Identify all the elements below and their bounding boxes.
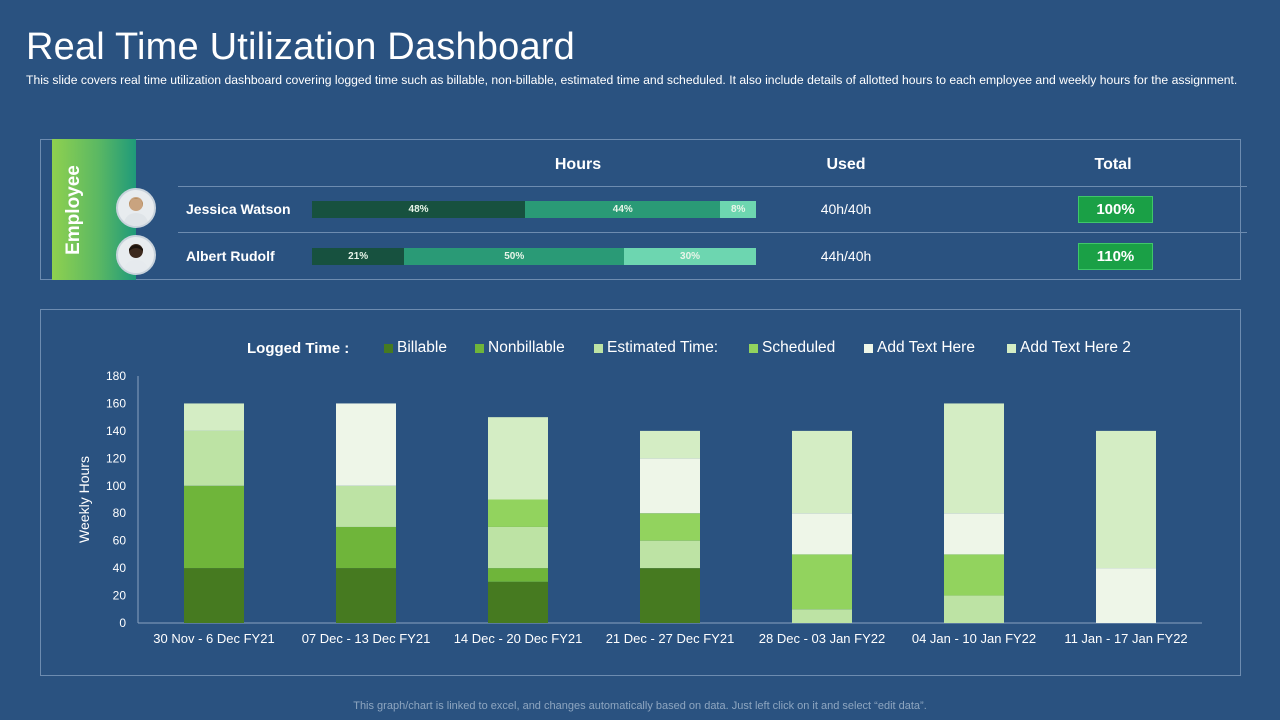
used-hours: 40h/40h bbox=[820, 201, 872, 217]
bar-segment bbox=[640, 458, 700, 514]
bar-segment bbox=[336, 526, 396, 569]
legend-item: Scheduled bbox=[749, 339, 835, 357]
bar-segment bbox=[640, 430, 700, 459]
hours-segment: 30% bbox=[624, 248, 756, 265]
bar-segment bbox=[488, 499, 548, 527]
chart-panel bbox=[40, 309, 1241, 676]
bar-segment bbox=[640, 568, 700, 623]
employee-name: Jessica Watson bbox=[186, 201, 291, 217]
y-axis-label: Weekly Hours bbox=[76, 456, 92, 543]
bar-segment bbox=[336, 403, 396, 486]
bar-segment bbox=[336, 485, 396, 527]
bar-segment bbox=[792, 609, 852, 623]
avatar bbox=[116, 188, 156, 228]
legend-swatch bbox=[864, 343, 873, 353]
column-header-total: Total bbox=[1094, 156, 1132, 173]
legend-item: Add Text Here bbox=[864, 339, 975, 357]
bar-segment bbox=[488, 581, 548, 623]
hours-segment: 44% bbox=[525, 201, 721, 218]
y-tick-label: 160 bbox=[106, 396, 126, 410]
legend-label: Billable bbox=[397, 339, 447, 356]
page-subtitle: This slide covers real time utilization … bbox=[26, 73, 1238, 87]
bar-segment bbox=[640, 513, 700, 541]
y-tick-label: 20 bbox=[113, 589, 127, 603]
bar-segment bbox=[336, 568, 396, 623]
row-divider bbox=[178, 186, 1247, 187]
y-tick-label: 60 bbox=[113, 534, 127, 548]
legend-item: Nonbillable bbox=[475, 339, 565, 357]
total-badge: 110% bbox=[1078, 243, 1153, 270]
y-tick-label: 0 bbox=[119, 616, 126, 630]
legend-title: Logged Time : bbox=[247, 340, 350, 357]
x-tick-label: 07 Dec - 13 Dec FY21 bbox=[302, 631, 431, 646]
bar-segment bbox=[1096, 568, 1156, 623]
employee-name: Albert Rudolf bbox=[186, 248, 275, 264]
y-tick-label: 100 bbox=[106, 479, 126, 493]
legend-item: Add Text Here 2 bbox=[1007, 339, 1131, 357]
column-header-used: Used bbox=[826, 156, 866, 173]
hours-segment: 50% bbox=[404, 248, 625, 265]
avatar bbox=[116, 235, 156, 275]
y-tick-label: 80 bbox=[113, 506, 127, 520]
legend-label: Add Text Here bbox=[877, 339, 975, 356]
x-tick-label: 21 Dec - 27 Dec FY21 bbox=[606, 631, 735, 646]
person-icon bbox=[123, 244, 149, 273]
x-tick-label: 28 Dec - 03 Jan FY22 bbox=[759, 631, 885, 646]
page-title: Real Time Utilization Dashboard bbox=[26, 26, 575, 68]
bar-segment bbox=[944, 403, 1004, 514]
bar-segment bbox=[792, 430, 852, 514]
legend-swatch bbox=[749, 343, 758, 353]
y-tick-label: 180 bbox=[106, 369, 126, 383]
legend-swatch bbox=[594, 343, 603, 353]
bar-segment bbox=[944, 513, 1004, 555]
bar-segment bbox=[184, 430, 244, 486]
bar-segment bbox=[184, 403, 244, 431]
x-tick-label: 11 Jan - 17 Jan FY22 bbox=[1064, 631, 1187, 646]
y-tick-label: 40 bbox=[113, 561, 127, 575]
legend-item: Billable bbox=[384, 339, 447, 357]
legend-swatch bbox=[384, 343, 393, 353]
bar-segment bbox=[944, 554, 1004, 596]
hours-segment: 8% bbox=[720, 201, 756, 218]
bar-segment bbox=[944, 595, 1004, 623]
total-badge: 100% bbox=[1078, 196, 1153, 223]
bar-segment bbox=[184, 485, 244, 569]
employee-panel bbox=[40, 139, 1241, 280]
bar-segment bbox=[792, 554, 852, 610]
hours-bar: 21% 50% 30% bbox=[312, 248, 756, 265]
hours-bar: 48% 44% 8% bbox=[312, 201, 756, 218]
column-header-hours: Hours bbox=[554, 156, 602, 173]
bar-segment bbox=[488, 526, 548, 569]
legend-swatch bbox=[475, 343, 484, 353]
y-tick-label: 140 bbox=[106, 424, 126, 438]
legend-label: Add Text Here 2 bbox=[1020, 339, 1131, 356]
legend-item: Estimated Time: bbox=[594, 339, 718, 357]
footer-note: This graph/chart is linked to excel, and… bbox=[353, 700, 927, 712]
x-tick-label: 04 Jan - 10 Jan FY22 bbox=[912, 631, 1036, 646]
y-tick-label: 120 bbox=[106, 451, 126, 465]
bar-segment bbox=[488, 568, 548, 582]
x-tick-label: 14 Dec - 20 Dec FY21 bbox=[454, 631, 583, 646]
x-tick-label: 30 Nov - 6 Dec FY21 bbox=[153, 631, 274, 646]
bar-segment bbox=[640, 540, 700, 569]
bar-segment bbox=[184, 568, 244, 623]
row-divider bbox=[178, 232, 1247, 233]
hours-segment: 48% bbox=[312, 201, 526, 218]
legend-swatch bbox=[1007, 343, 1016, 353]
legend-label: Scheduled bbox=[762, 339, 836, 356]
bar-segment bbox=[792, 513, 852, 555]
bar-segment bbox=[488, 417, 548, 500]
used-hours: 44h/40h bbox=[820, 248, 872, 264]
hours-segment: 21% bbox=[312, 248, 405, 265]
person-icon bbox=[123, 197, 149, 226]
legend-label: Estimated Time: bbox=[607, 339, 719, 356]
legend-label: Nonbillable bbox=[488, 339, 565, 356]
bar-segment bbox=[1096, 430, 1156, 569]
